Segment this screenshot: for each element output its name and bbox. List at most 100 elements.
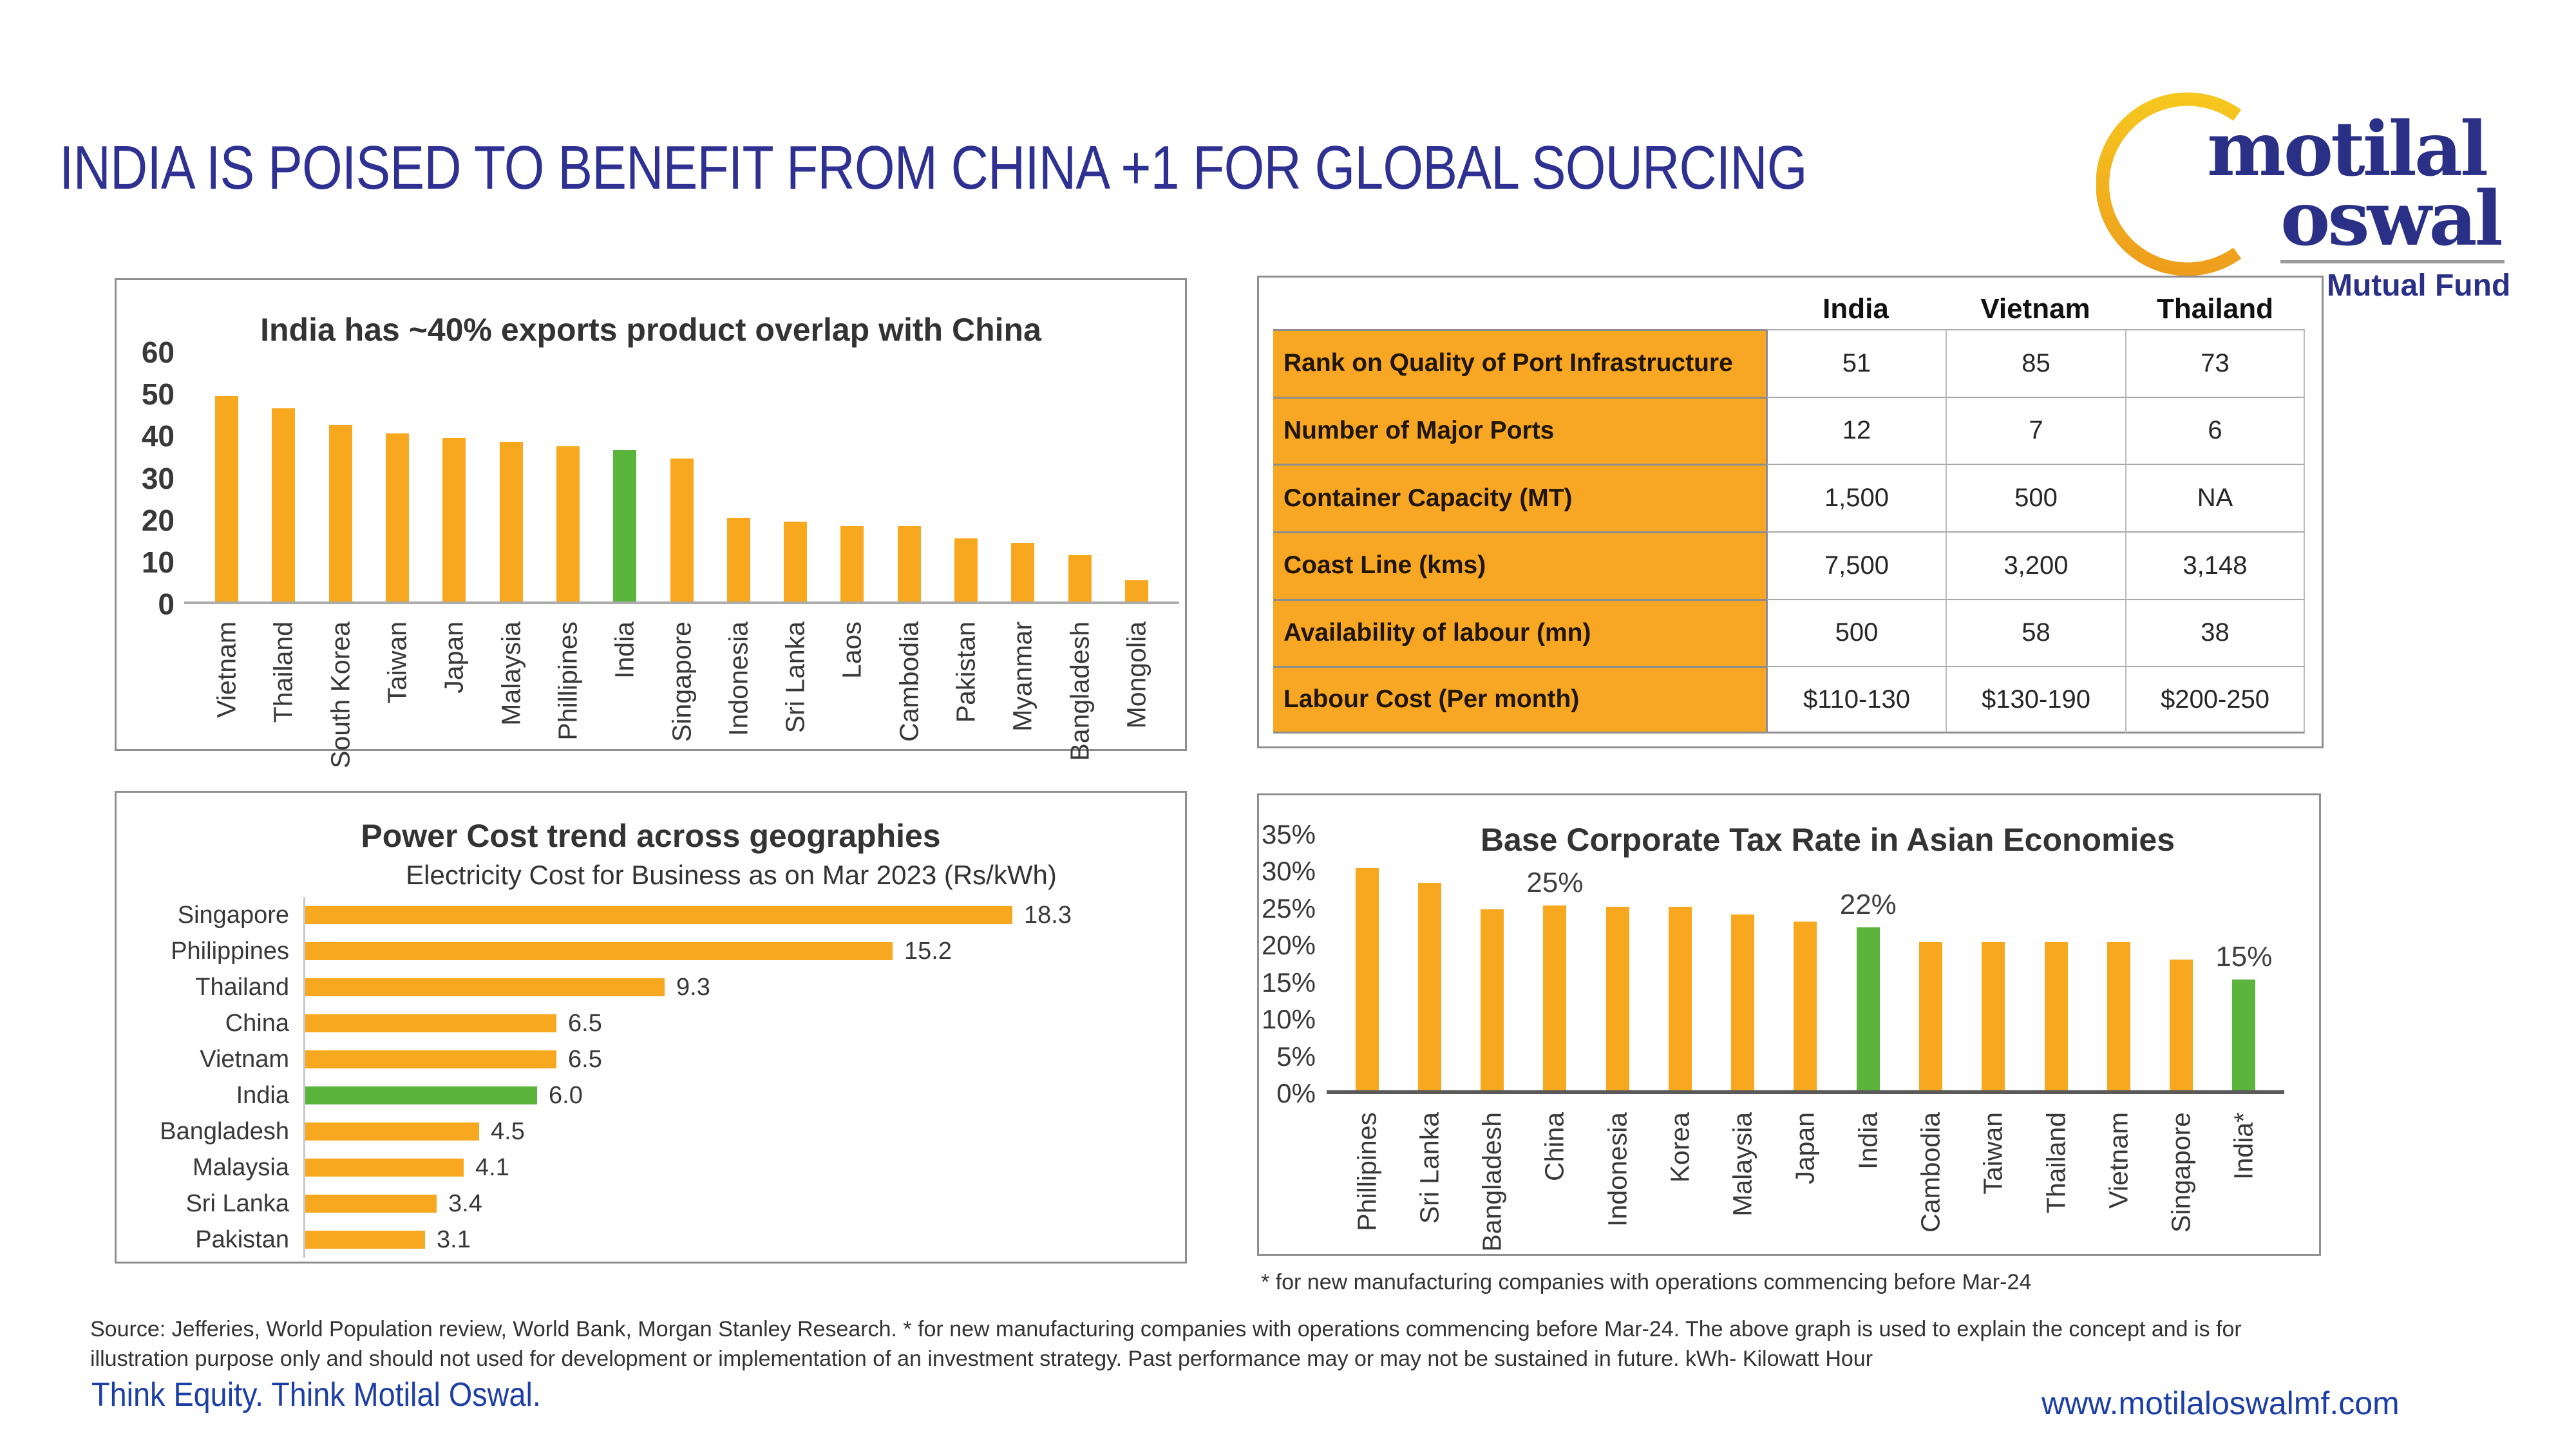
x-label-slot: Sri Lanka <box>1398 1106 1461 1254</box>
x-label-Japan: Japan <box>439 621 469 694</box>
y-tick-label: 40 <box>141 419 175 453</box>
corporate-tax-chart-panel: Base Corporate Tax Rate in Asian Economi… <box>1257 793 2321 1256</box>
y-tick-label: 20% <box>1261 930 1316 961</box>
bar-slot <box>767 352 824 601</box>
x-label-India: India <box>609 621 639 679</box>
logo-word-oswal: oswal <box>2280 175 2503 263</box>
x-label-Singapore: Singapore <box>2166 1112 2196 1233</box>
x-label-Taiwan: Taiwan <box>382 621 412 704</box>
bar-slot <box>994 352 1051 601</box>
bar-zone: 6.0 <box>303 1077 1159 1113</box>
x-label-Phillipines: Phillipines <box>1352 1112 1382 1231</box>
x-label-slot: Sri Lanka <box>767 615 824 750</box>
chart-row-India: India 6.0 <box>135 1077 1159 1113</box>
bar-Japan <box>442 437 466 601</box>
bar-zone: 6.5 <box>303 1005 1159 1041</box>
table-cell-Thailand: $200-250 <box>2125 666 2305 734</box>
bar-slot <box>1712 835 1774 1090</box>
bar-zone: 4.1 <box>303 1150 1159 1186</box>
source-disclaimer-text: Source: Jefferies, World Population revi… <box>90 1317 2242 1371</box>
table-header-Thailand: Thailand <box>2157 293 2273 325</box>
y-tick-label: 15% <box>1261 967 1316 998</box>
corporate-tax-chart-title: Base Corporate Tax Rate in Asian Economi… <box>1480 822 2175 858</box>
y-tick-label: 30% <box>1261 856 1316 887</box>
table-cell-India: 51 <box>1766 329 1946 397</box>
bar-Cambodia <box>897 526 921 601</box>
y-tick-label: 0% <box>1276 1078 1316 1108</box>
table-cell-Thailand: 3,148 <box>2125 531 2305 599</box>
x-label-China: China <box>1539 1112 1569 1182</box>
table-row-label: Labour Cost (Per month) <box>1273 666 1766 734</box>
x-label-slot: Thailand <box>255 615 312 750</box>
bar-China <box>305 1014 556 1032</box>
table-cell-Thailand: 6 <box>2125 396 2305 464</box>
category-label-Malaysia: Malaysia <box>193 1153 289 1181</box>
value-label-Vietnam: 6.5 <box>568 1045 602 1073</box>
category-label-Philippines: Philippines <box>171 937 289 965</box>
bar-Vietnam <box>305 1050 556 1068</box>
x-label-slot: Korea <box>1649 1106 1711 1254</box>
bar-Indonesia <box>1605 907 1629 1090</box>
x-label-Indonesia: Indonesia <box>1602 1112 1633 1227</box>
bar-India* <box>2232 979 2256 1090</box>
x-label-Malaysia: Malaysia <box>496 621 526 726</box>
x-label-Vietnam: Vietnam <box>211 621 242 718</box>
bar-Bangladesh <box>1481 909 1504 1090</box>
x-label-slot: Japan <box>426 615 482 750</box>
data-label-India*: 15% <box>2215 940 2273 972</box>
category-label-Bangladesh: Bangladesh <box>160 1117 289 1145</box>
bar-slot <box>710 352 767 601</box>
page-title: INDIA IS POISED TO BENEFIT FROM CHINA +1… <box>59 133 1807 202</box>
bar-slot <box>1398 835 1461 1090</box>
table-corner-cell <box>1273 289 1766 329</box>
y-tick-label: 20 <box>141 503 175 537</box>
value-label-Philippines: 15.2 <box>904 937 952 965</box>
value-label-India: 6.0 <box>549 1081 583 1109</box>
y-tick-label: 10 <box>141 545 175 579</box>
table-cell-India: 1,500 <box>1766 464 1946 531</box>
bar-Sri Lanka <box>784 522 808 601</box>
corporate-tax-footnote: * for new manufacturing companies with o… <box>1261 1270 2032 1294</box>
table-row-label: Coast Line (kms) <box>1273 531 1766 599</box>
bar-slot <box>938 352 994 601</box>
power-cost-chart-title: Power Cost trend across geographies <box>361 818 941 854</box>
bar-Singapore <box>2170 959 2193 1090</box>
x-label-slot: Thailand <box>2025 1106 2087 1254</box>
value-label-Singapore: 18.3 <box>1024 901 1072 929</box>
bar-slot <box>2150 835 2212 1090</box>
logo-tagline: Mutual Fund <box>2327 269 2511 303</box>
bar-Taiwan <box>1982 942 2005 1090</box>
table-cell-India: $110-130 <box>1766 666 1946 734</box>
bar-zone: 6.5 <box>303 1041 1159 1077</box>
bar-slot <box>482 352 539 601</box>
value-label-Pakistan: 3.1 <box>437 1226 471 1253</box>
x-label-Malaysia: Malaysia <box>1727 1112 1757 1217</box>
y-tick-label: 5% <box>1276 1041 1316 1072</box>
bar-Thailand <box>305 978 665 996</box>
x-label-Thailand: Thailand <box>2041 1112 2071 1214</box>
exports-overlap-plot-area <box>184 352 1179 604</box>
x-label-slot: Singapore <box>2150 1106 2212 1254</box>
bar-Vietnam <box>2107 942 2130 1090</box>
logo-arc-icon <box>2096 92 2242 276</box>
bar-Japan <box>1794 922 1817 1090</box>
exports-overlap-chart-title: India has ~40% exports product overlap w… <box>260 312 1041 348</box>
x-label-Taiwan: Taiwan <box>1978 1112 2008 1195</box>
chart-row-Thailand: Thailand 9.3 <box>135 969 1159 1005</box>
x-label-Cambodia: Cambodia <box>1915 1112 1946 1233</box>
chart-row-Sri Lanka: Sri Lanka 3.4 <box>135 1186 1159 1222</box>
x-label-slot: China <box>1524 1106 1586 1254</box>
bar-Thailand <box>2044 942 2068 1090</box>
bar-Philippines <box>305 942 893 960</box>
x-label-India*: India* <box>2228 1112 2259 1180</box>
value-label-Malaysia: 4.1 <box>475 1153 509 1181</box>
x-label-Pakistan: Pakistan <box>951 621 981 723</box>
table-header-Vietnam: Vietnam <box>1980 293 2090 325</box>
category-label-Singapore: Singapore <box>177 901 289 929</box>
table-cell-India: 7,500 <box>1766 531 1946 599</box>
table-cell-Thailand: 73 <box>2125 329 2305 397</box>
x-label-Sri Lanka: Sri Lanka <box>780 621 810 734</box>
bar-slot <box>653 352 710 601</box>
table-cell-Thailand: NA <box>2125 464 2305 531</box>
